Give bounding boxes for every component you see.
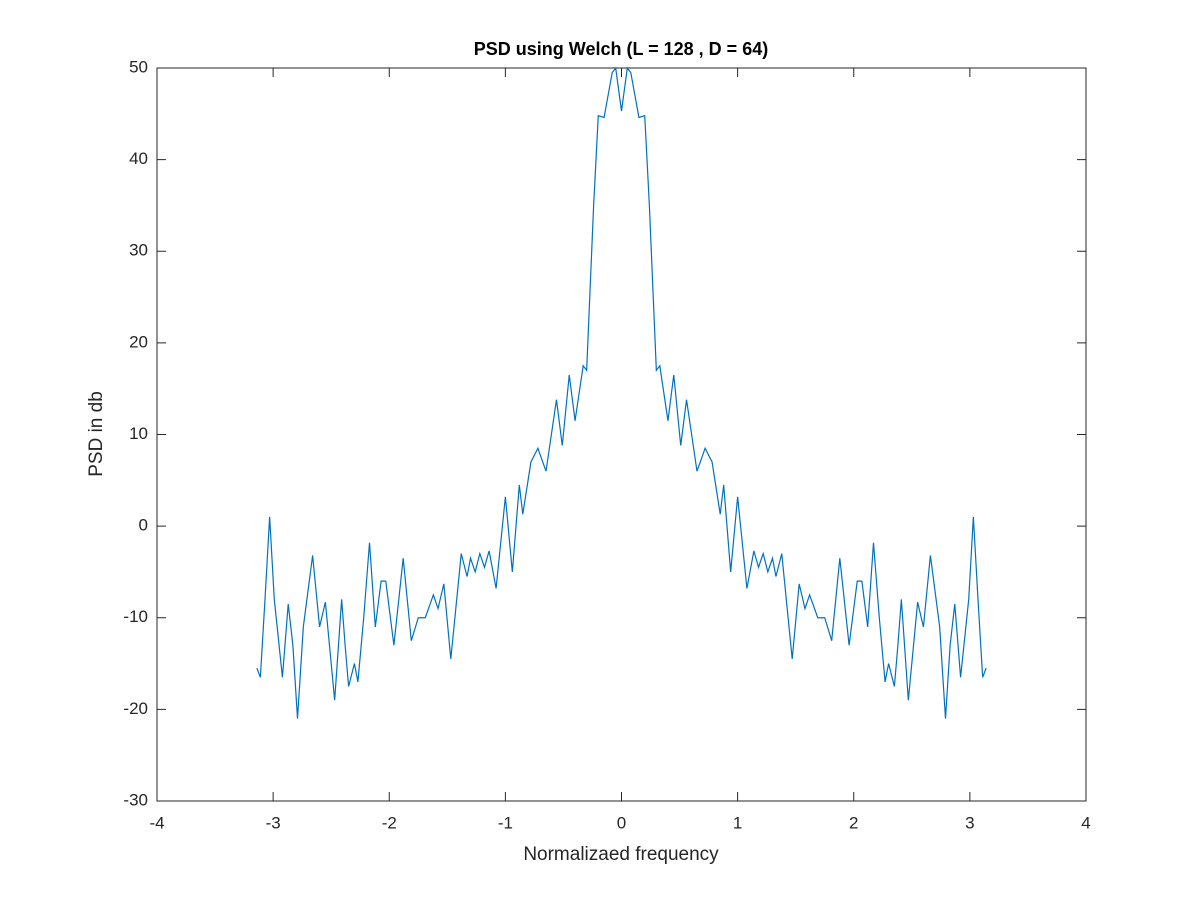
x-tick-label: 0 bbox=[617, 813, 626, 832]
x-axis-label: Normalizaed frequency bbox=[523, 844, 719, 865]
y-tick-label: -10 bbox=[123, 607, 148, 626]
x-tick-label: 2 bbox=[849, 813, 858, 832]
x-tick-label: 3 bbox=[965, 813, 974, 832]
y-tick-label: -20 bbox=[123, 699, 148, 718]
line-series bbox=[256, 66, 987, 719]
x-tick-label: -4 bbox=[149, 813, 164, 832]
chart-title: PSD using Welch (L = 128 , D = 64) bbox=[474, 39, 768, 59]
y-tick-label: 40 bbox=[129, 149, 148, 168]
y-tick-label: 20 bbox=[129, 332, 148, 351]
y-tick-label: -30 bbox=[123, 790, 148, 809]
y-tick-label: 10 bbox=[129, 424, 148, 443]
x-tick-label: -3 bbox=[266, 813, 281, 832]
y-tick-label: 30 bbox=[129, 241, 148, 260]
y-axis-label: PSD in db bbox=[86, 391, 107, 477]
x-tick-label: 1 bbox=[733, 813, 742, 832]
x-tick-label: -1 bbox=[498, 813, 513, 832]
y-tick-label: 0 bbox=[139, 516, 148, 535]
y-tick-label: 50 bbox=[129, 57, 148, 76]
x-tick-label: -2 bbox=[382, 813, 397, 832]
x-tick-label: 4 bbox=[1081, 813, 1090, 832]
